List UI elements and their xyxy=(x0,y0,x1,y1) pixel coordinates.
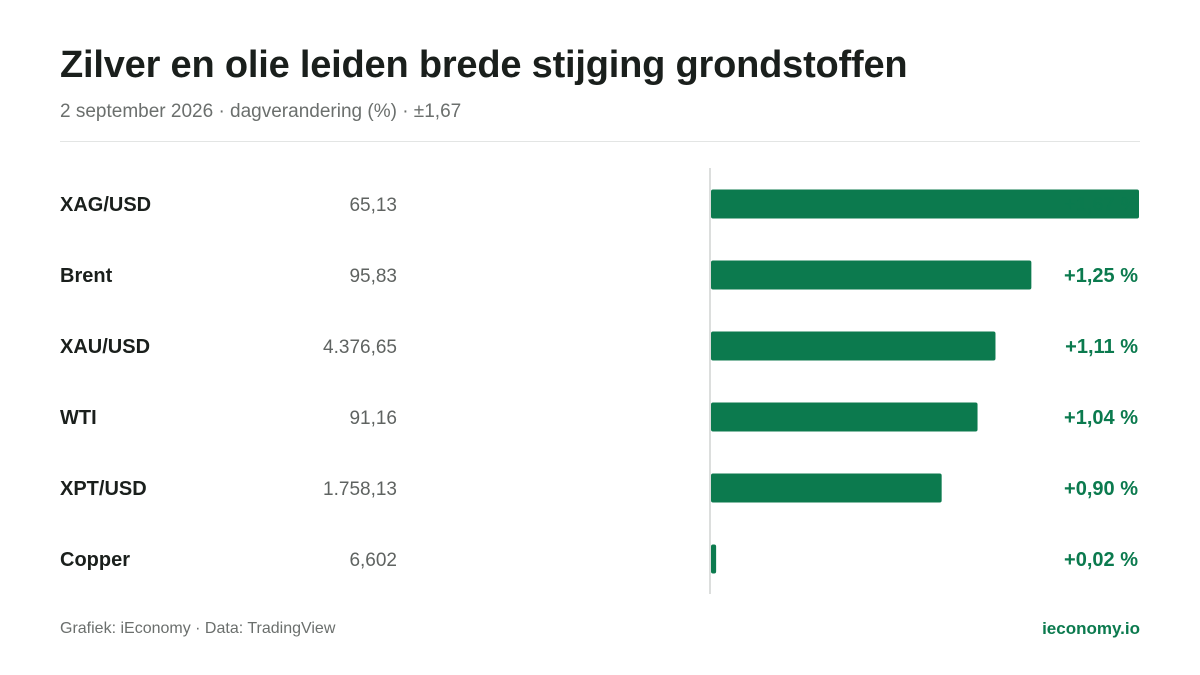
category-label: WTI xyxy=(60,407,97,429)
bar xyxy=(711,189,1139,219)
value-label: +1,04 % xyxy=(1064,407,1138,429)
price-label: 91,16 xyxy=(349,408,397,429)
price-label: 65,13 xyxy=(349,195,397,216)
price-label: 4.376,65 xyxy=(323,337,397,358)
bar xyxy=(711,402,978,432)
brand-link[interactable]: ieconomy.io xyxy=(1042,619,1140,638)
value-label: +1,25 % xyxy=(1064,265,1138,287)
value-label: +0,90 % xyxy=(1064,478,1138,500)
category-label: Brent xyxy=(60,265,113,287)
value-label: +0,02 % xyxy=(1064,549,1138,571)
bar xyxy=(711,473,942,503)
category-label: XPT/USD xyxy=(60,478,147,500)
price-label: 95,83 xyxy=(349,266,397,287)
page-subtitle: 2 september 2026 · dagverandering (%) · … xyxy=(60,101,462,122)
bar xyxy=(711,331,996,361)
header-divider xyxy=(60,141,1140,142)
price-label: 6,602 xyxy=(349,550,397,571)
value-label: +1,67 % xyxy=(1064,194,1138,216)
value-label: +1,11 % xyxy=(1065,336,1138,358)
bar xyxy=(711,260,1032,290)
source-credit: Grafiek: iEconomy · Data: TradingView xyxy=(60,620,336,637)
price-label: 1.758,13 xyxy=(323,479,397,500)
category-label: Copper xyxy=(60,549,130,571)
category-label: XAG/USD xyxy=(60,194,151,216)
bar xyxy=(711,544,717,574)
category-label: XAU/USD xyxy=(60,336,150,358)
page-title: Zilver en olie leiden brede stijging gro… xyxy=(60,44,908,86)
